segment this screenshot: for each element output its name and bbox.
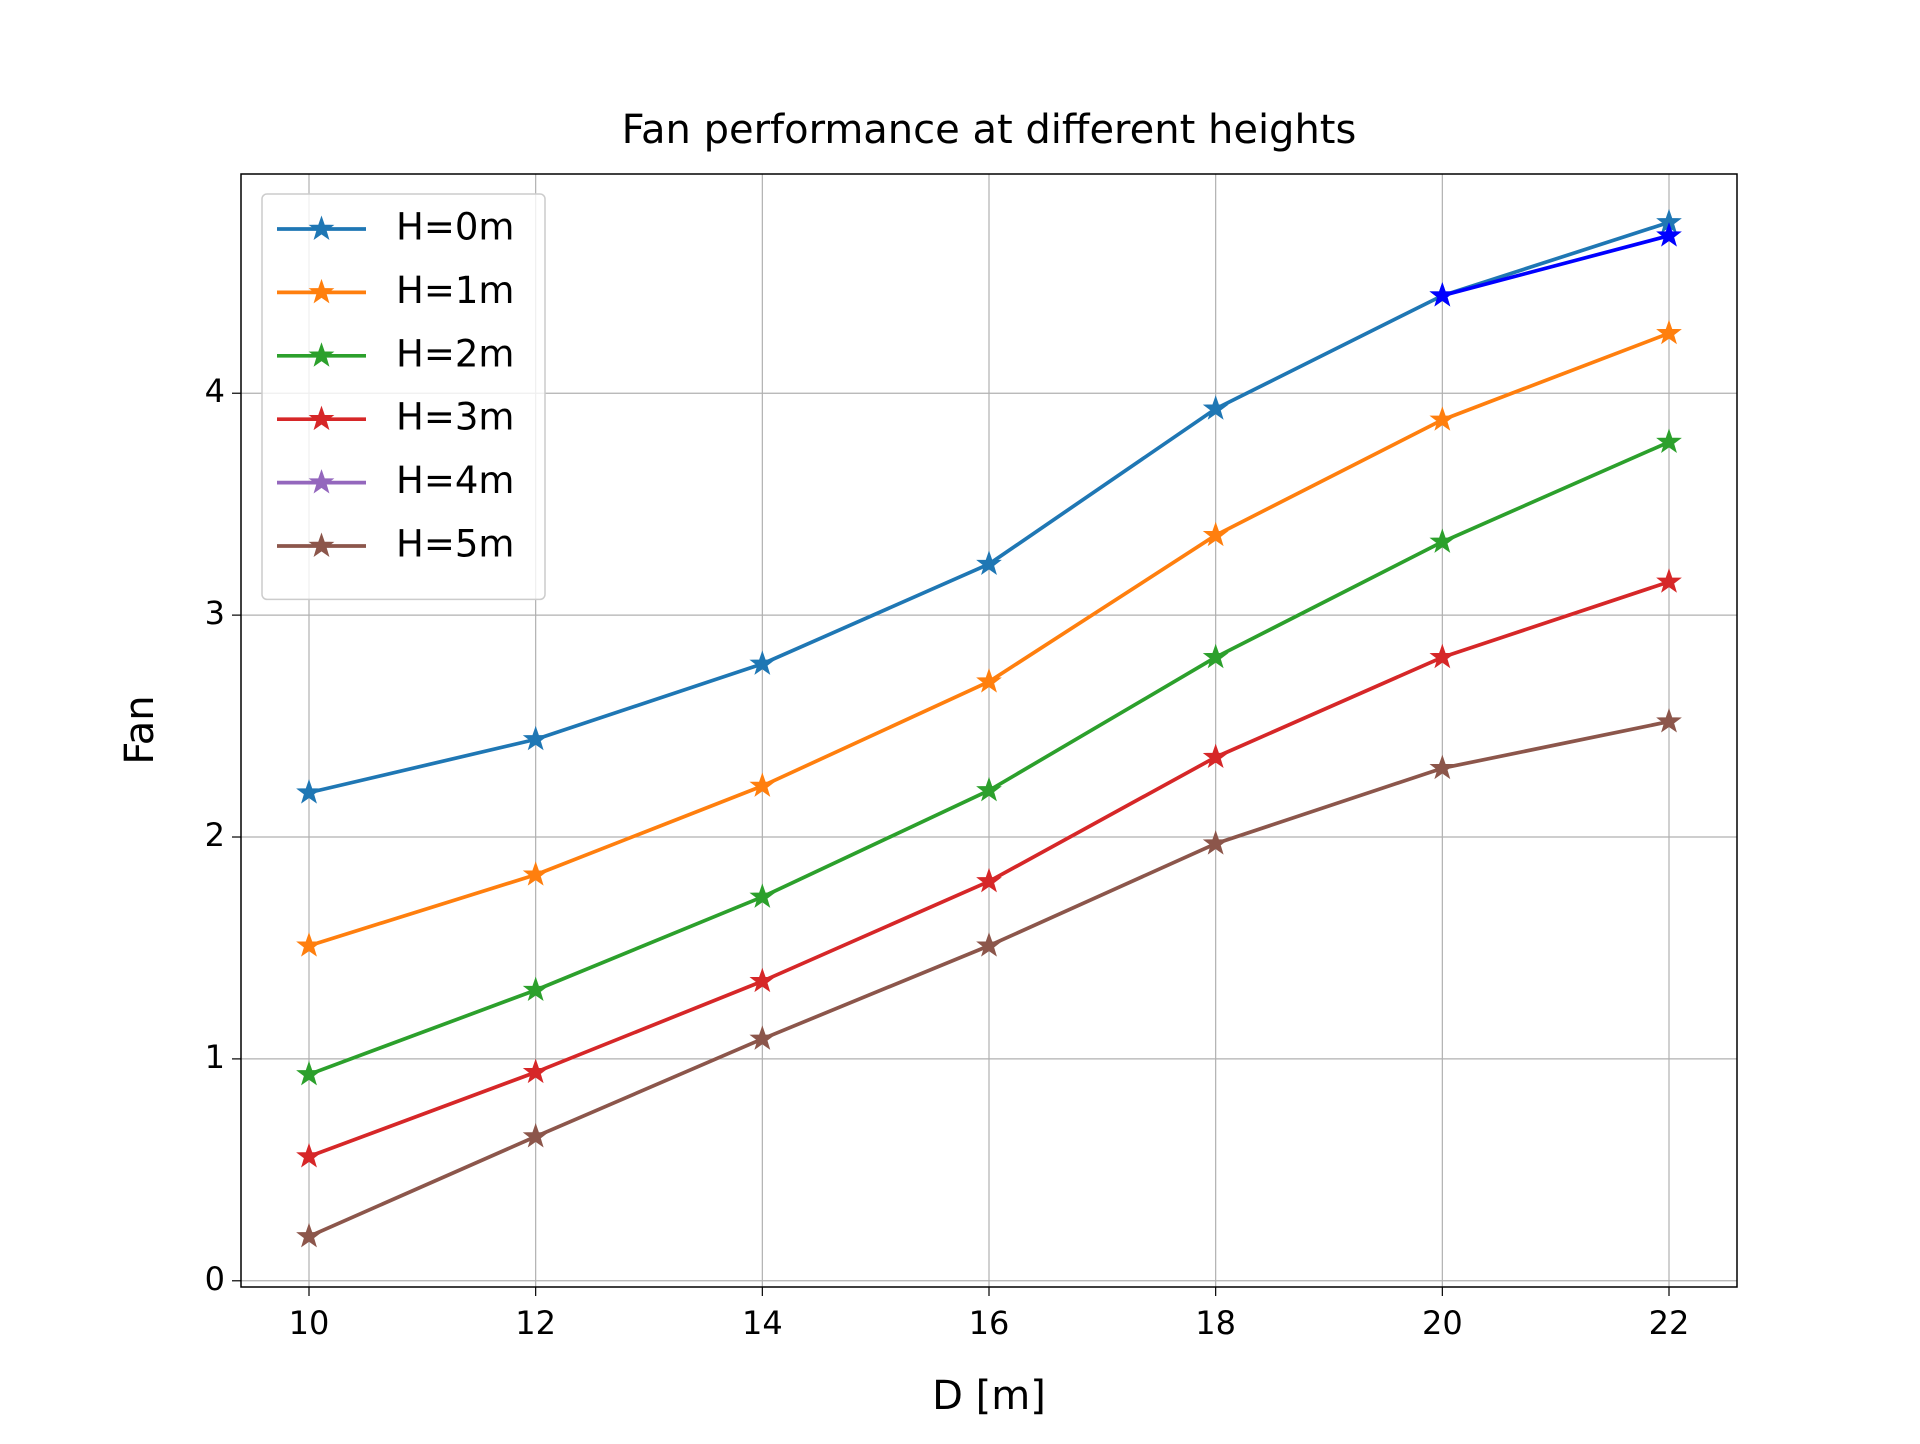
series-line	[1441, 233, 1670, 298]
legend-marker	[308, 532, 335, 557]
legend-label: H=0m	[396, 206, 514, 249]
x-tick-label: 10	[289, 1304, 330, 1342]
legend-box	[261, 193, 546, 601]
marker	[1429, 282, 1456, 307]
marker	[749, 883, 776, 908]
x-tick-label: 12	[515, 1304, 556, 1342]
x-axis-label: D [m]	[932, 1373, 1046, 1419]
marker	[1656, 568, 1682, 593]
marker	[1656, 319, 1682, 345]
y-tick-label: 1	[205, 1038, 225, 1076]
marker	[522, 1058, 549, 1084]
legend-label: H=5m	[396, 523, 514, 566]
y-tick-label: 0	[205, 1260, 225, 1298]
marker	[749, 967, 776, 993]
marker	[1429, 528, 1456, 553]
marker	[749, 650, 776, 675]
marker	[976, 776, 1002, 802]
marker	[976, 867, 1002, 893]
y-tick-label: 2	[205, 816, 225, 854]
x-tick-label: 20	[1422, 1304, 1463, 1342]
marker	[522, 861, 549, 886]
marker	[296, 779, 322, 804]
marker	[1656, 428, 1682, 453]
marker	[976, 550, 1002, 576]
legend-label: H=3m	[396, 396, 514, 439]
marker	[749, 772, 776, 797]
marker	[296, 1143, 322, 1168]
legend-marker	[308, 342, 335, 367]
legend: H=0m H=1m H=2m H=3m H=4m H=5m	[261, 193, 546, 601]
marker	[1656, 222, 1682, 247]
legend-marker	[308, 405, 335, 431]
y-axis-label: Fan	[117, 695, 163, 764]
marker	[296, 932, 322, 957]
marker	[1202, 643, 1229, 669]
y-tick-label: 4	[205, 372, 225, 410]
marker	[1429, 643, 1456, 669]
marker	[1429, 754, 1456, 780]
marker	[296, 1222, 322, 1248]
marker	[749, 1025, 776, 1050]
legend-label: H=4m	[396, 459, 514, 502]
legend-marker	[308, 278, 335, 304]
marker	[976, 668, 1002, 693]
marker	[976, 932, 1002, 957]
marker	[1202, 743, 1229, 769]
marker	[296, 1060, 322, 1086]
marker	[1202, 830, 1229, 855]
marker	[1656, 708, 1682, 733]
plot-frame	[240, 173, 1738, 1288]
x-tick-label: 22	[1649, 1304, 1690, 1342]
marker	[522, 1123, 549, 1148]
chart-title: Fan performance at different heights	[622, 107, 1357, 153]
x-tick-label: 14	[742, 1304, 783, 1342]
marker	[1429, 406, 1456, 431]
x-tick-label: 16	[969, 1304, 1010, 1342]
legend-label: H=2m	[396, 332, 514, 375]
legend-label: H=1m	[396, 269, 514, 312]
legend-marker	[308, 215, 335, 240]
marker	[1202, 521, 1229, 547]
y-tick-label: 3	[205, 594, 225, 632]
marker	[522, 725, 549, 751]
marker	[1202, 395, 1229, 420]
marker	[522, 976, 549, 1002]
x-tick-label: 18	[1195, 1304, 1236, 1342]
legend-marker	[308, 469, 335, 494]
